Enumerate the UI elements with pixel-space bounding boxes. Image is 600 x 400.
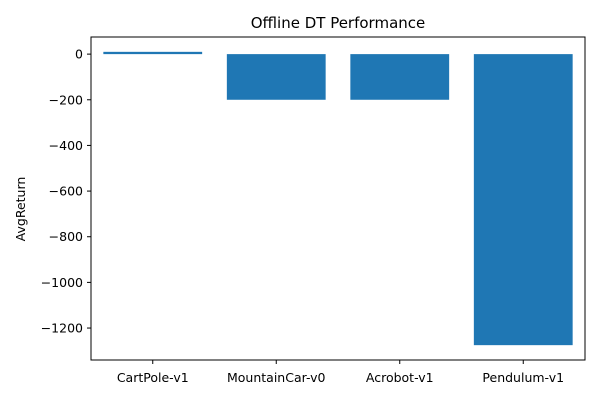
x-tick-label: Acrobot-v1: [366, 370, 434, 385]
y-tick-label: −600: [49, 184, 83, 199]
y-axis-label: AvgReturn: [13, 177, 28, 242]
y-tick-label: −1200: [41, 321, 83, 336]
y-tick-label: 0: [75, 47, 83, 62]
axes-frame: [90, 36, 586, 361]
x-tick-label: MountainCar-v0: [227, 370, 326, 385]
y-tick-label: −1000: [41, 275, 83, 290]
x-tick-label: CartPole-v1: [117, 370, 189, 385]
x-tick-label: Pendulum-v1: [482, 370, 564, 385]
bar-acrobot-v1: [350, 54, 450, 100]
chart-title: Offline DT Performance: [251, 14, 426, 32]
bar-pendulum-v1: [473, 54, 573, 346]
y-tick-label: −400: [49, 138, 83, 153]
bar-cartpole-v1: [103, 51, 203, 55]
bar-mountaincar-v0: [226, 54, 326, 100]
plot-area: 0 −200 −400 −600 −800 −1000 −1200 CartPole-v1 Mo…: [41, 36, 586, 385]
y-tick-label: −800: [49, 229, 83, 244]
y-tick-label: −200: [49, 92, 83, 107]
